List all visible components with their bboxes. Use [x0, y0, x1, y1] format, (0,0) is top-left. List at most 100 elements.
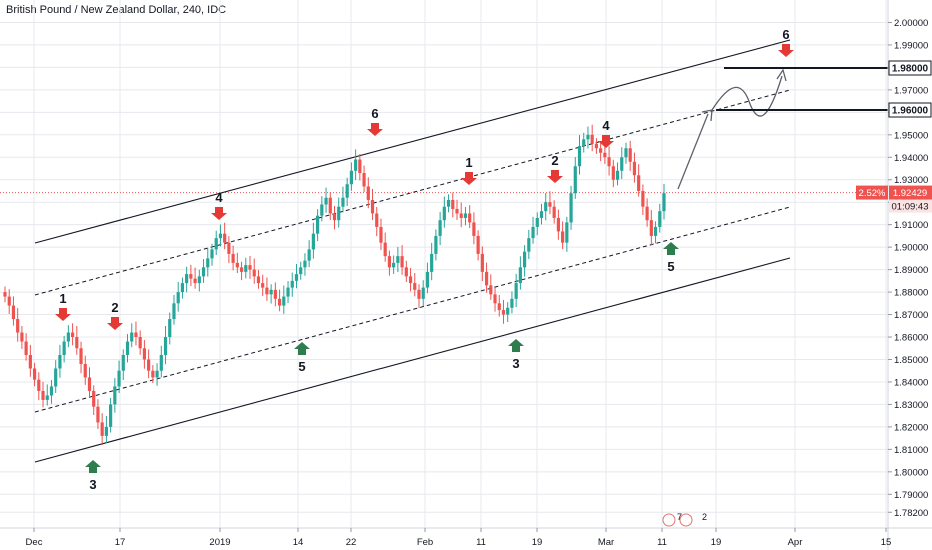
- candle-body: [425, 271, 430, 288]
- projection-wave: [711, 75, 783, 117]
- candle-body: [345, 184, 349, 198]
- price-tags: 2.52% 1.92429 01:09:43 7 2: [662, 185, 932, 527]
- event-badge: 2: [702, 512, 707, 522]
- last-price-label: 1.92429: [893, 188, 927, 199]
- y-tick-label: 1.89000: [894, 265, 928, 276]
- y-tick-label: 1.99000: [894, 40, 928, 51]
- down-arrow-icon: [778, 44, 794, 57]
- candle-body: [235, 262, 239, 268]
- candle-body: [518, 267, 522, 284]
- up-arrow-icon: [508, 339, 524, 352]
- candle-body: [379, 226, 383, 243]
- candle-body: [265, 287, 269, 295]
- y-tick-label: 1.80000: [894, 467, 928, 478]
- candle-body: [138, 337, 142, 349]
- candle-body: [421, 287, 425, 299]
- candle-body: [54, 368, 58, 387]
- candle-body: [603, 152, 607, 158]
- candle-body: [463, 213, 468, 218]
- x-tick-label: 11: [657, 537, 667, 548]
- candle-body: [459, 213, 463, 218]
- candle-body: [252, 269, 256, 277]
- y-axis[interactable]: 2.00000 1.99000 1.98000 1.97000 1.96000 1.950…: [887, 0, 932, 550]
- candle-body: [261, 283, 265, 288]
- wave-label: 3: [89, 477, 96, 492]
- candle-body: [649, 220, 653, 236]
- candle-body: [273, 289, 277, 299]
- candle-body: [214, 238, 218, 250]
- candle-body: [392, 262, 396, 268]
- candle-body: [544, 202, 548, 212]
- candle-body: [641, 190, 645, 207]
- candle-body: [227, 242, 231, 254]
- candle-body: [79, 348, 83, 364]
- candle-body: [113, 386, 117, 405]
- candle-body: [24, 341, 28, 355]
- wave-label: 4: [215, 190, 223, 205]
- candle-body: [476, 235, 480, 254]
- candle-body: [75, 337, 79, 349]
- y-tick-label: 1.81000: [894, 445, 928, 456]
- event-marker-icon: [662, 513, 676, 527]
- wave-arrows: 1 2 4 6 1 2 4 6 3 5 3 5: [55, 27, 794, 492]
- candle-body: [370, 199, 375, 214]
- candle-body: [514, 283, 518, 299]
- candle-body: [163, 337, 168, 355]
- down-arrow-icon: [547, 170, 563, 183]
- candle-body: [324, 197, 328, 205]
- candle-body: [569, 193, 573, 223]
- candle-body: [552, 206, 556, 218]
- candle-body: [358, 159, 362, 174]
- candle-body: [527, 238, 531, 252]
- event-marker-icon: [679, 513, 693, 527]
- x-tick-label: 11: [476, 537, 486, 548]
- y-tick-label: 1.86000: [894, 333, 928, 344]
- chart-title: British Pound / New Zealand Dollar, 240,…: [6, 4, 227, 16]
- candle-body: [159, 354, 163, 371]
- candle-body: [239, 267, 244, 272]
- candle-body: [142, 348, 147, 360]
- candle-body: [468, 213, 472, 223]
- x-tick-label: 15: [881, 537, 892, 548]
- y-tick-label: 1.83000: [894, 400, 928, 411]
- candle-body: [337, 206, 341, 221]
- candle-body: [577, 146, 582, 167]
- candle-body: [531, 226, 535, 239]
- candle-body: [375, 213, 379, 227]
- candle-body: [645, 206, 649, 221]
- candle-body: [404, 267, 408, 277]
- x-tick-label: Apr: [788, 537, 803, 548]
- candle-body: [349, 170, 353, 185]
- boxed-level-label: 1.96000: [892, 106, 929, 117]
- candle-body: [662, 193, 666, 212]
- candle-body: [109, 404, 113, 427]
- candle-body: [586, 134, 590, 140]
- y-tick-label: 1.94000: [894, 153, 928, 164]
- x-tick-label: 22: [346, 537, 357, 548]
- candle-body: [28, 354, 32, 369]
- candle-body: [451, 199, 455, 209]
- boxed-level-label: 1.98000: [892, 64, 929, 75]
- candle-body: [37, 379, 41, 391]
- down-arrow-icon: [211, 207, 227, 220]
- candle-body: [611, 166, 615, 180]
- change-pct-tag: [856, 185, 888, 200]
- channel-upper-dashed: [34, 89, 791, 296]
- change-pct-label: 2.52%: [859, 188, 886, 199]
- y-tick-label: 2.00000: [894, 18, 928, 29]
- x-tick-label: Mar: [598, 537, 614, 548]
- candle-body: [632, 161, 637, 176]
- channel-upper-solid: [34, 39, 791, 244]
- candle-body: [277, 298, 282, 306]
- candle-body: [185, 274, 189, 284]
- candle-body: [70, 332, 75, 338]
- candle-body: [62, 341, 66, 355]
- candle-body: [299, 267, 303, 275]
- candle-body: [628, 148, 632, 162]
- candle-body: [594, 143, 599, 149]
- candle-body: [341, 197, 345, 207]
- candle-body: [282, 296, 286, 306]
- x-axis[interactable]: Dec 17 2019 14 22 Feb 11 19 Mar 11 19 Apr 15: [0, 527, 932, 548]
- y-tick-label: 1.87000: [894, 310, 928, 321]
